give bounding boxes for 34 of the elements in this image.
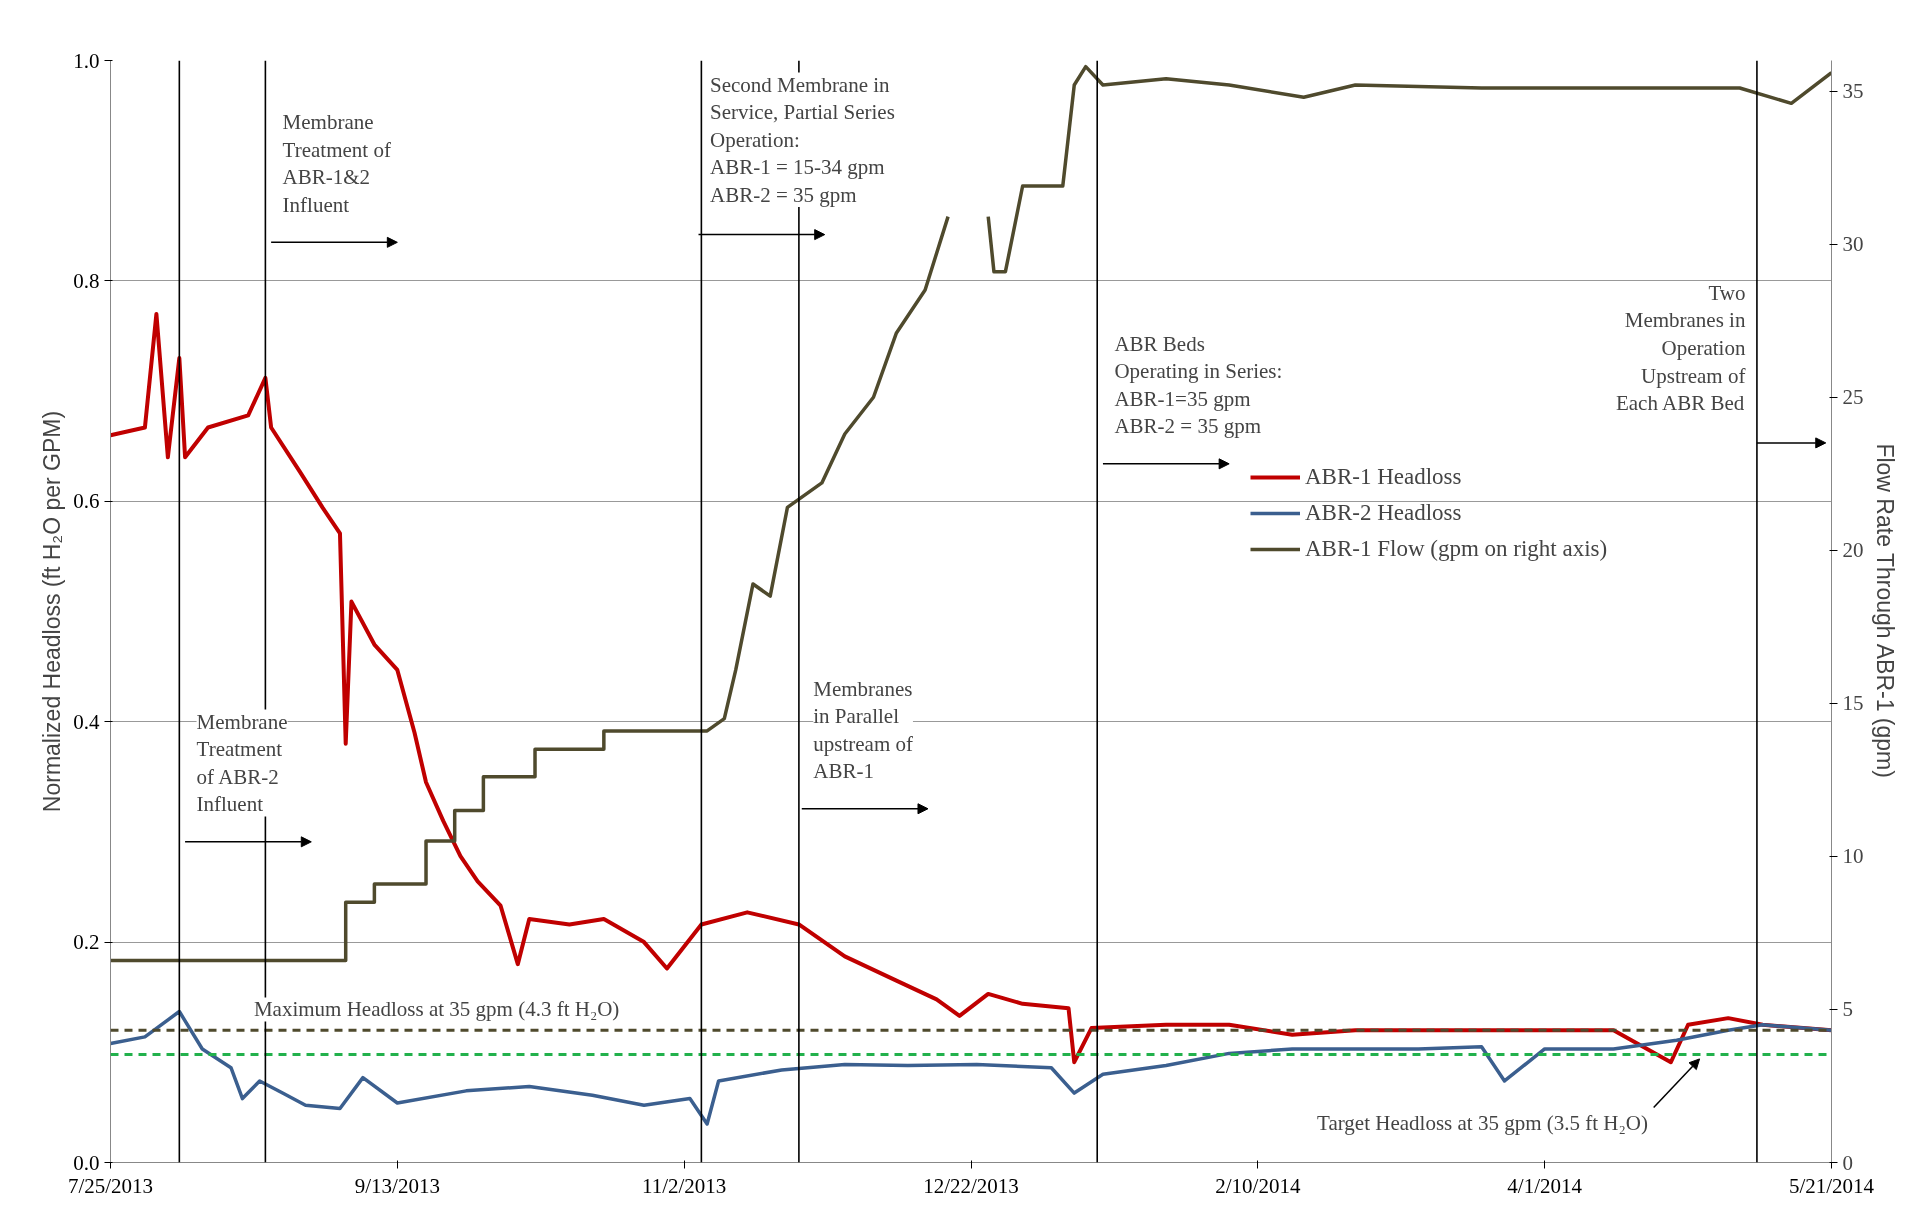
y2-tick-label: 0 [1842,1150,1853,1175]
annotation: Membranes in Parallel upstream of ABR-1 [813,676,913,784]
y2-tick-label: 30 [1842,232,1864,257]
annotation: Two Membranes in Operation Upstream of Each ABR Bed [1615,280,1746,416]
y2-tick-label: 15 [1842,691,1864,716]
y-tick-label: 0.4 [73,709,100,734]
x-tick-label: 4/1/2014 [1507,1173,1583,1198]
annotation: ABR Beds Operating in Series: ABR-1=35 gpm ABR-2 = 35 gpm [1114,331,1283,439]
y-tick-label: 0.6 [73,489,100,514]
x-tick-label: 12/22/2013 [923,1173,1019,1198]
annotation: Second Membrane in Service, Partial Series Operation: ABR-1 = 15-34 gpm ABR-2 = 35 gpm [709,72,895,208]
y2-axis-title: Flow Rate Through ABR-1 (gpm) [1871,443,1898,778]
x-tick-label: 11/2/2013 [641,1173,727,1198]
y-tick-label: 0.0 [73,1150,100,1175]
x-tick-label: 7/25/2013 [67,1173,154,1198]
y-axis-title: Normalized Headloss (ft H₂O per GPM) [39,410,66,813]
y2-tick-label: 35 [1842,79,1864,104]
ref-line-label: Target Headloss at 35 gpm (3.5 ft H₂O) [1317,1110,1648,1135]
y2-tick-label: 25 [1842,385,1864,410]
annotation: Membrane Treatment of ABR-2 Influent [196,709,288,817]
ref-line-label: Maximum Headloss at 35 gpm (4.3 ft H₂O) [253,997,620,1022]
y2-tick-label: 10 [1842,844,1864,869]
y2-tick-label: 20 [1842,538,1864,563]
legend-label: ABR-1 Headloss [1305,464,1462,490]
y-tick-label: 0.8 [73,268,100,293]
annotation: Membrane Treatment of ABR-1&2 Influent [282,110,391,217]
legend-label: ABR-1 Flow (gpm on right axis) [1305,536,1608,562]
x-tick-label: 9/13/2013 [354,1173,440,1198]
legend-label: ABR-2 Headloss [1305,500,1462,526]
y2-tick-label: 5 [1842,997,1853,1022]
x-tick-label: 2/10/2014 [1215,1173,1301,1198]
y-tick-label: 0.2 [73,930,100,955]
x-tick-label: 5/21/2014 [1788,1173,1875,1198]
y-tick-label: 1.0 [73,48,100,73]
